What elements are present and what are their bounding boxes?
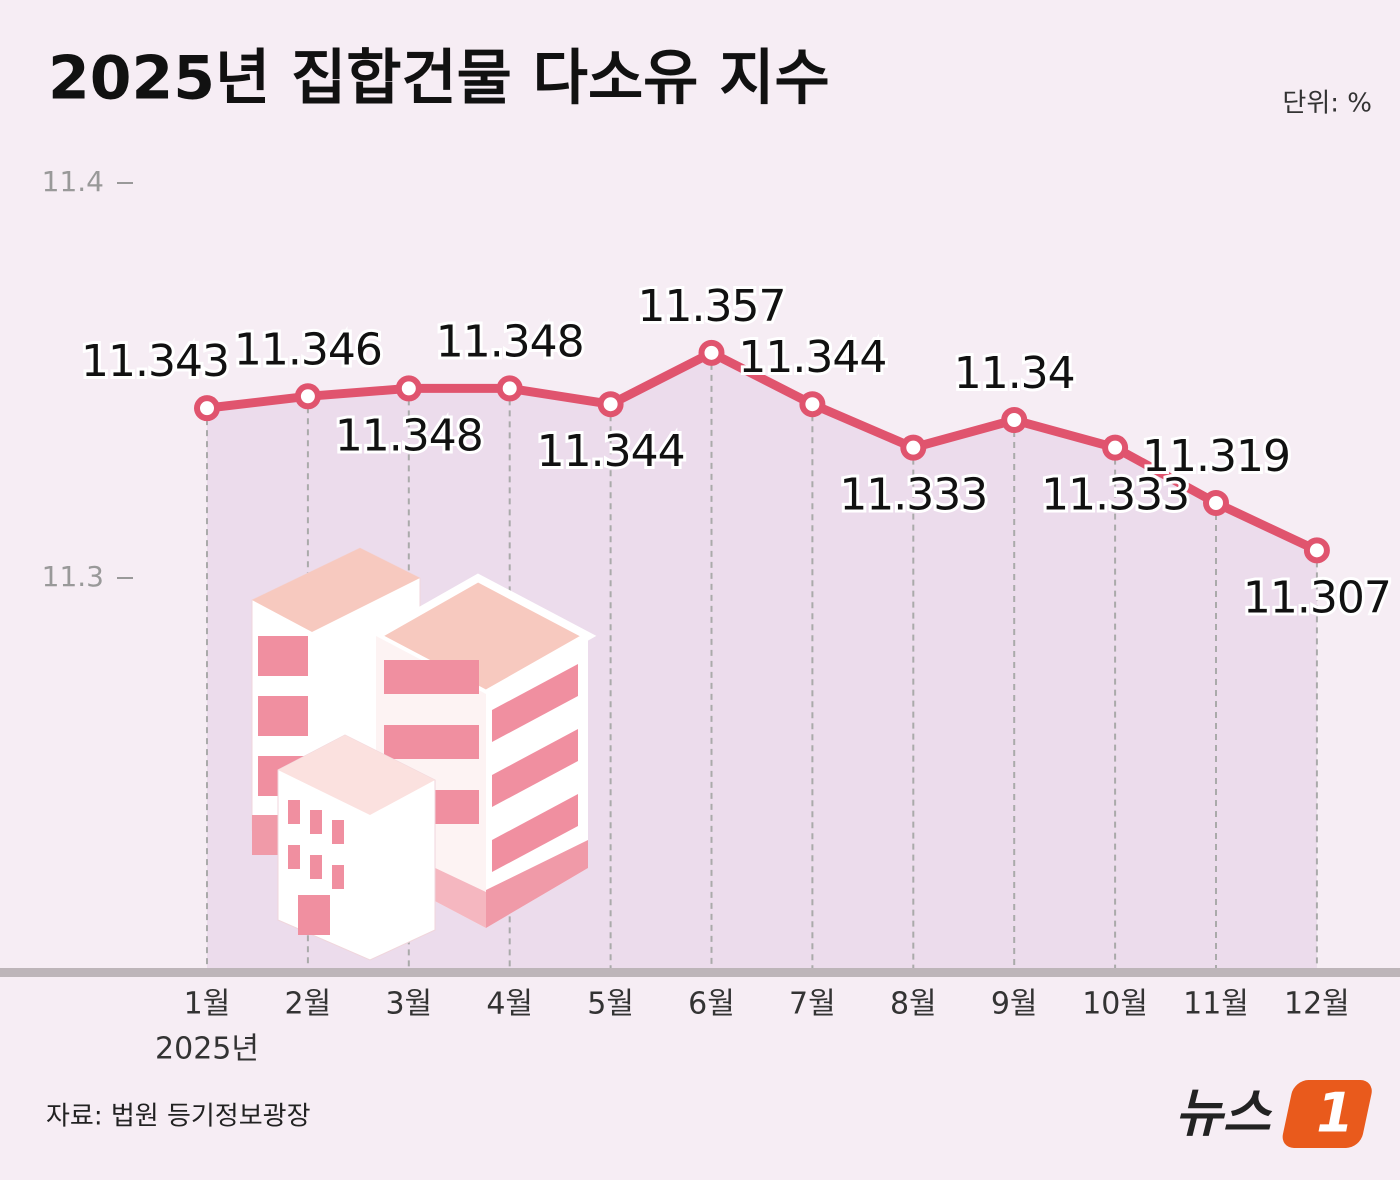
logo-badge: 1 <box>1316 1082 1354 1145</box>
point <box>1203 489 1229 516</box>
point <box>1102 434 1129 461</box>
source: 자료: 법원 등기정보광장 <box>46 1102 311 1132</box>
point <box>395 375 422 402</box>
x-tick-label: 1월 <box>184 987 231 1022</box>
value-label: 11.348 <box>436 316 584 367</box>
x-tick-label: 12월 <box>1284 987 1350 1022</box>
point <box>1001 407 1028 433</box>
value-label: 11.333 <box>1041 470 1189 521</box>
value-label: 11.343 <box>81 336 229 387</box>
x-sublabel: 2025년 <box>155 1032 259 1067</box>
point <box>194 395 220 422</box>
value-label: 11.34 <box>954 348 1075 399</box>
value-label: 11.346 <box>234 324 382 375</box>
point <box>496 375 523 402</box>
value-label: 11.319 <box>1142 431 1290 482</box>
building-illustration <box>251 547 597 961</box>
y-tick-label: 11.4 <box>42 165 104 198</box>
value-label: 11.348 <box>335 410 483 461</box>
line <box>206 348 1319 555</box>
point <box>900 434 927 461</box>
value-label: 11.307 <box>1243 572 1391 623</box>
value-label: 11.344 <box>537 426 685 477</box>
point <box>1303 537 1330 564</box>
x-tick-label: 9월 <box>991 987 1038 1022</box>
unit-label: 단위: % <box>1282 89 1372 119</box>
value-label: 11.357 <box>638 281 786 332</box>
chart-title: 2025년 집합건물 다소유 지수 <box>48 44 830 114</box>
value-label: 11.344 <box>738 332 886 383</box>
point <box>597 391 624 418</box>
point <box>799 391 826 418</box>
x-tick-label: 8월 <box>890 987 937 1022</box>
x-tick-label: 3월 <box>385 987 432 1022</box>
point <box>294 383 321 410</box>
y-tick-label: 11.3 <box>42 560 104 593</box>
point <box>698 339 725 366</box>
x-tick-label: 10월 <box>1082 987 1148 1022</box>
logo-badge-bg <box>1282 1080 1372 1148</box>
x-tick-label: 11월 <box>1183 987 1249 1022</box>
x-tick-label: 4월 <box>486 987 533 1022</box>
x-tick-label: 6월 <box>688 987 735 1022</box>
logo: 뉴스 <box>1175 1084 1273 1144</box>
value-label: 11.333 <box>839 470 987 521</box>
x-tick-label: 2월 <box>285 987 332 1022</box>
x-tick-label: 5월 <box>587 987 634 1022</box>
baseline <box>0 968 1400 977</box>
x-tick-label: 7월 <box>789 987 836 1022</box>
